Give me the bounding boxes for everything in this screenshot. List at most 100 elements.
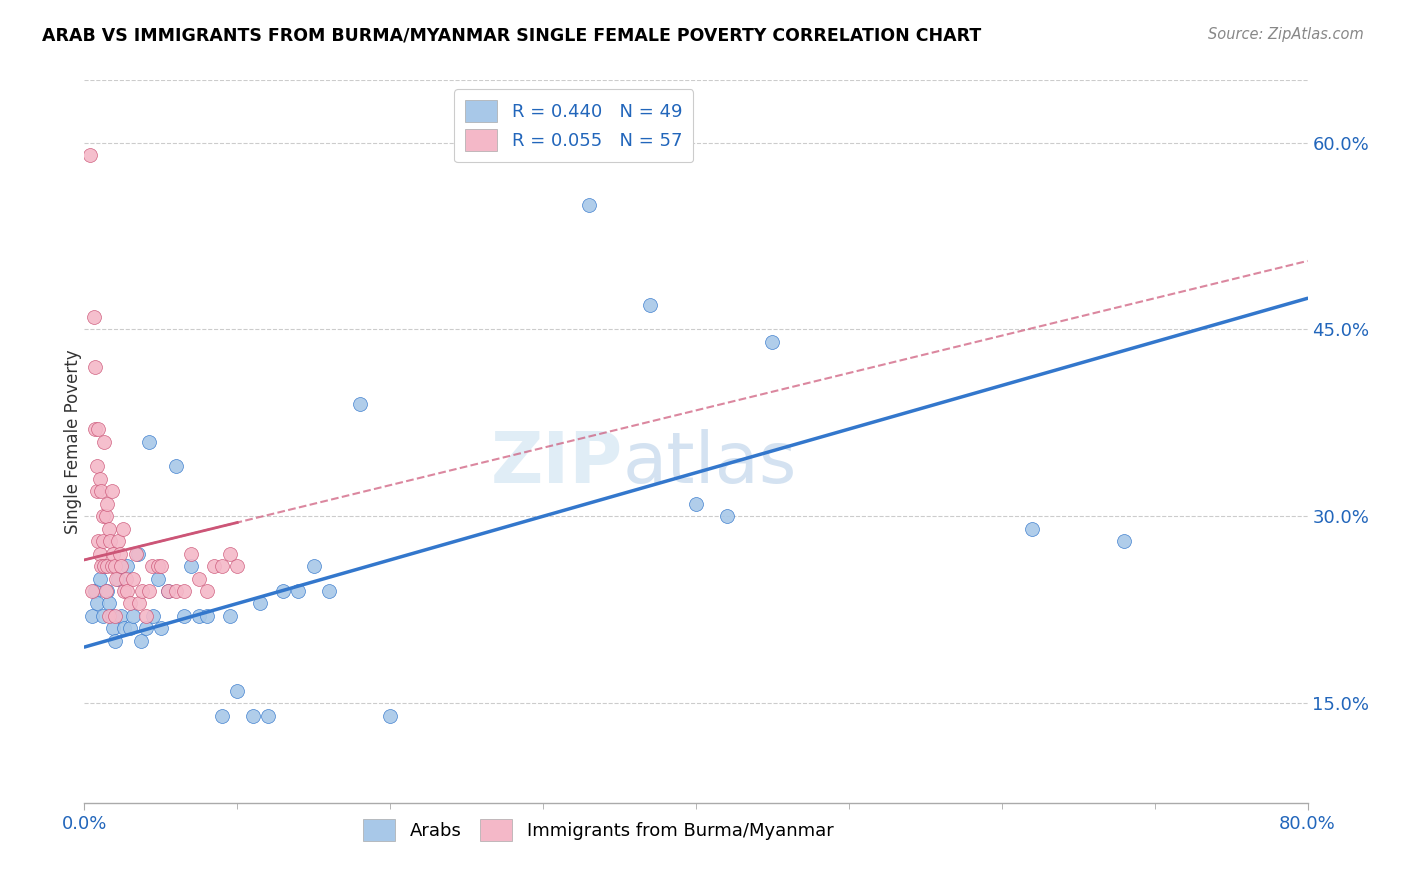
Point [98,534,121,549]
Point [97,522,120,536]
Point [1114,534,1136,549]
Point [105,572,128,586]
Point [157,584,180,599]
Point [84,422,107,436]
Point [138,434,160,449]
Point [104,633,127,648]
Point [115,559,138,574]
Point [90,484,112,499]
Point [271,584,294,599]
Point [146,559,169,574]
Point [96,559,118,574]
Point [93,434,115,449]
Point [125,547,148,561]
Point [94,509,117,524]
Point [128,597,150,611]
Point [87,422,110,436]
Point [142,609,165,624]
Point [380,708,402,723]
Point [716,509,738,524]
Point [104,609,127,624]
Point [1021,522,1043,536]
Point [110,559,132,574]
Y-axis label: Single Female Poverty: Single Female Poverty [65,350,82,533]
Point [89,472,111,486]
Point [80,584,103,599]
Point [86,597,108,611]
Point [94,584,117,599]
Point [157,584,180,599]
Point [685,497,707,511]
Point [218,609,240,624]
Point [141,559,163,574]
Point [115,584,138,599]
Point [107,534,129,549]
Point [122,609,145,624]
Point [101,609,124,624]
Point [195,609,218,624]
Point [89,547,111,561]
Legend: Arabs, Immigrants from Burma/Myanmar: Arabs, Immigrants from Burma/Myanmar [356,812,841,848]
Point [188,572,211,586]
Point [103,621,125,635]
Point [188,609,211,624]
Point [149,621,172,635]
Point [90,559,112,574]
Point [135,621,157,635]
Point [104,559,127,574]
Point [242,708,264,723]
Point [91,509,114,524]
Point [79,148,101,162]
Point [110,609,132,624]
Point [112,584,135,599]
Point [103,547,125,561]
Point [287,584,309,599]
Point [211,559,233,574]
Point [101,559,124,574]
Point [108,547,131,561]
Point [249,597,271,611]
Point [173,609,195,624]
Point [349,397,371,411]
Point [91,609,114,624]
Point [120,621,142,635]
Text: atlas: atlas [623,429,797,498]
Point [226,559,249,574]
Point [97,609,120,624]
Point [87,534,110,549]
Point [226,683,249,698]
Point [173,584,195,599]
Point [107,572,129,586]
Point [211,708,233,723]
Point [131,584,153,599]
Point [84,584,107,599]
Point [135,609,157,624]
Point [86,484,108,499]
Point [138,584,160,599]
Point [91,534,114,549]
Point [165,584,187,599]
Point [165,459,187,474]
Text: Source: ZipAtlas.com: Source: ZipAtlas.com [1208,27,1364,42]
Point [80,609,103,624]
Point [84,359,107,374]
Point [218,547,240,561]
Point [112,621,135,635]
Point [318,584,340,599]
Point [761,334,783,349]
Point [93,559,115,574]
Point [127,547,149,561]
Point [578,198,600,212]
Point [96,584,118,599]
Point [114,572,136,586]
Point [202,559,225,574]
Point [180,547,202,561]
Text: ARAB VS IMMIGRANTS FROM BURMA/MYANMAR SINGLE FEMALE POVERTY CORRELATION CHART: ARAB VS IMMIGRANTS FROM BURMA/MYANMAR SI… [42,27,981,45]
Point [302,559,325,574]
Point [111,522,134,536]
Point [96,497,118,511]
Point [129,633,152,648]
Point [97,597,120,611]
Point [257,708,280,723]
Point [93,559,115,574]
